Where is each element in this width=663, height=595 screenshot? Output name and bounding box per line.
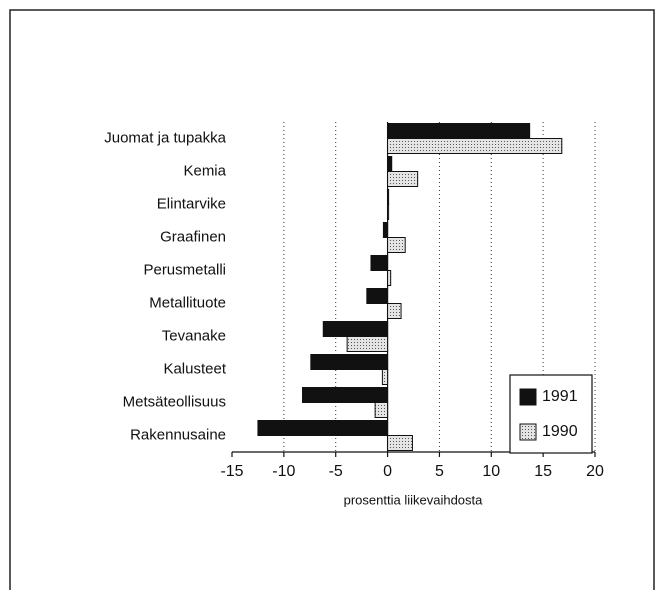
y-tick-label: Graafinen — [160, 228, 226, 245]
bar — [346, 336, 389, 352]
legend-label: 1990 — [542, 423, 578, 440]
x-tick-label: -5 — [329, 463, 343, 480]
bar — [381, 369, 389, 385]
y-tick-label: Metsäteollisuus — [123, 393, 226, 410]
bar — [310, 354, 389, 370]
bar — [387, 189, 390, 205]
x-tick-label: 10 — [482, 463, 500, 480]
legend-swatch — [519, 423, 537, 441]
x-axis-label: prosenttia liikevaihdosta — [344, 492, 484, 507]
legend-box — [509, 374, 593, 454]
y-tick-label: Kalusteet — [163, 360, 226, 377]
y-tick-label: Kemia — [183, 162, 226, 179]
x-tick-label: 20 — [586, 463, 604, 480]
bar — [387, 435, 413, 451]
y-tick-label: Juomat ja tupakka — [104, 129, 226, 146]
bar — [387, 204, 390, 220]
y-tick-label: Rakennusaine — [130, 426, 226, 443]
bar — [382, 222, 389, 238]
x-tick-label: -10 — [272, 463, 295, 480]
frame — [9, 9, 655, 595]
bar — [366, 288, 389, 304]
x-tick-label: 0 — [383, 463, 392, 480]
bar — [370, 255, 389, 271]
bar — [387, 138, 563, 154]
bar — [387, 156, 393, 172]
y-tick-label: Perusmetalli — [143, 261, 226, 278]
x-tick-label: 15 — [534, 463, 552, 480]
x-tick-label: -15 — [220, 463, 243, 480]
bar — [387, 237, 406, 253]
bar — [257, 420, 389, 436]
y-tick-label: Tevanake — [162, 327, 226, 344]
bar — [387, 123, 531, 139]
bar — [302, 387, 389, 403]
bar — [387, 270, 392, 286]
y-tick-label: Metallituote — [149, 294, 226, 311]
y-tick-label: Elintarvike — [157, 195, 226, 212]
legend-swatch — [519, 388, 537, 406]
x-tick-label: 5 — [435, 463, 444, 480]
bar — [374, 402, 389, 418]
bar — [387, 171, 419, 187]
legend-label: 1991 — [542, 388, 578, 405]
bar — [387, 303, 402, 319]
bar — [322, 321, 389, 337]
